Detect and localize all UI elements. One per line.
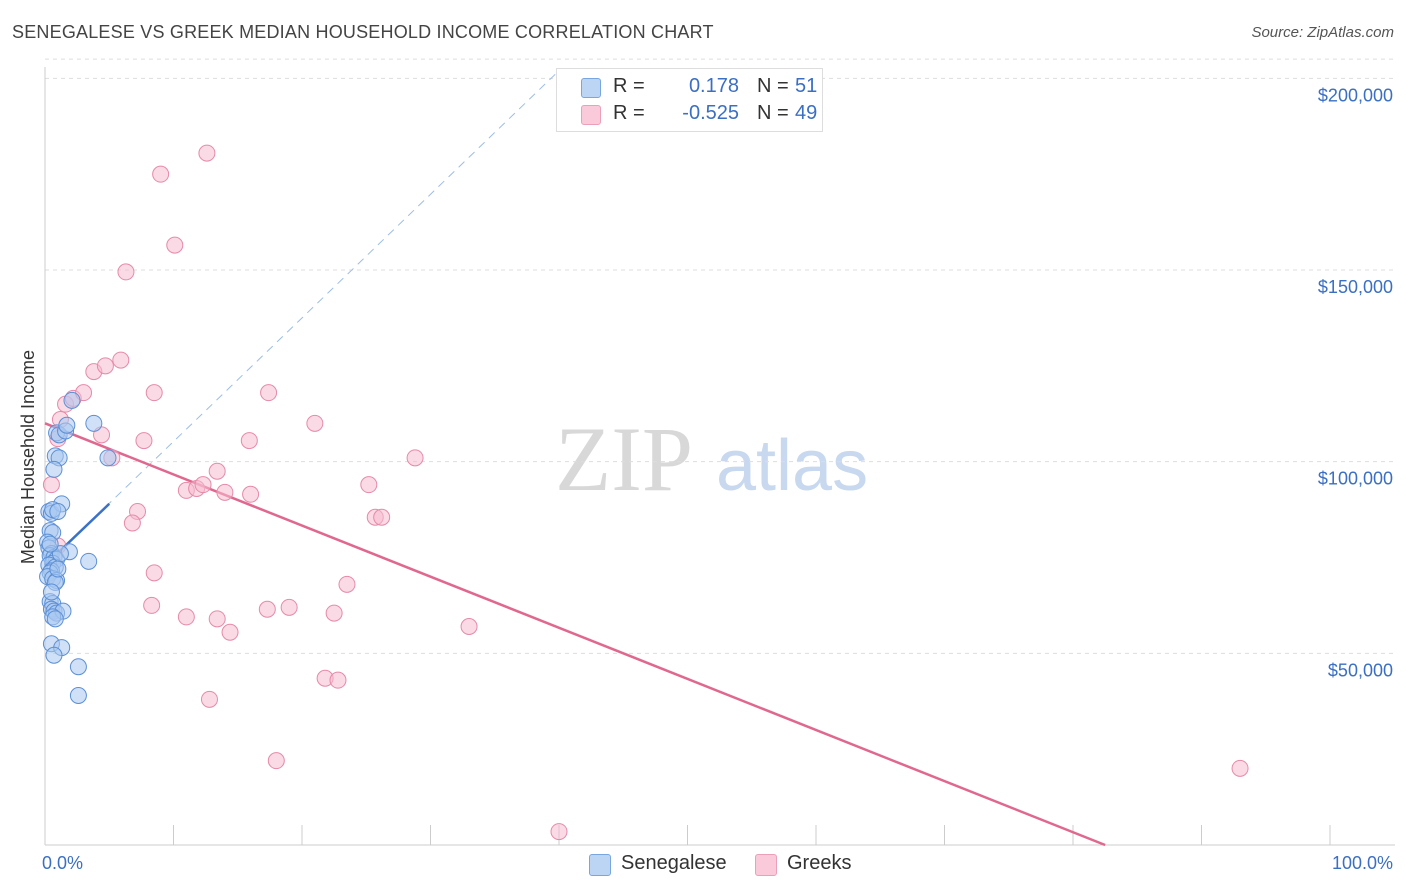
senegalese-point bbox=[45, 460, 63, 478]
greeks-swatch bbox=[755, 854, 777, 876]
legend-n-label: N = bbox=[757, 75, 789, 97]
greeks-point bbox=[221, 623, 239, 641]
axes bbox=[44, 67, 1395, 846]
greeks-point bbox=[258, 600, 276, 618]
greeks-point bbox=[145, 564, 163, 582]
senegalese-point bbox=[99, 449, 117, 467]
correlation-legend: R = 0.178 N = 51 R = -0.525 N = 49 bbox=[556, 68, 823, 132]
greeks-point bbox=[460, 618, 478, 635]
senegalese-point bbox=[69, 658, 87, 676]
greeks-point bbox=[325, 604, 343, 622]
senegalese-point bbox=[69, 687, 87, 704]
greeks-point bbox=[208, 462, 226, 480]
greeks-point bbox=[145, 384, 163, 402]
senegalese-swatch bbox=[589, 854, 611, 876]
greeks-point bbox=[306, 414, 324, 432]
y-tick-label: $150,000 bbox=[1318, 277, 1393, 297]
watermark-zip: ZIP bbox=[555, 408, 693, 510]
greeks-point bbox=[338, 575, 356, 593]
legend-label: Senegalese bbox=[621, 852, 727, 874]
greeks-point bbox=[143, 596, 161, 614]
greeks-point bbox=[166, 236, 184, 254]
legend-n-value: 49 bbox=[795, 102, 818, 124]
greeks-point bbox=[194, 476, 212, 494]
zipatlas-watermark: ZIP atlas bbox=[555, 408, 868, 510]
y-tick-label: $100,000 bbox=[1318, 469, 1393, 489]
x-tick-label: 0.0% bbox=[42, 853, 83, 873]
greeks-point bbox=[112, 351, 130, 369]
watermark-atlas: atlas bbox=[716, 426, 868, 506]
greeks-point bbox=[373, 508, 391, 526]
senegalese-point bbox=[49, 503, 67, 520]
greeks-point bbox=[216, 483, 234, 501]
greeks-point bbox=[329, 671, 347, 689]
senegalese-point bbox=[41, 535, 59, 553]
senegalese-point bbox=[85, 414, 103, 432]
senegalese-point bbox=[80, 552, 98, 570]
greeks-point bbox=[267, 752, 285, 770]
legend-n-value: 51 bbox=[795, 75, 818, 97]
series-legend: Senegalese Greeks bbox=[0, 852, 1406, 878]
legend-r-value: 0.178 bbox=[688, 75, 739, 97]
greeks-point bbox=[135, 432, 153, 450]
greeks-point bbox=[242, 485, 260, 503]
greeks-point bbox=[177, 608, 195, 626]
legend-n-label: N = bbox=[757, 102, 789, 124]
senegalese-point bbox=[45, 646, 63, 664]
legend-r-value: -0.525 bbox=[682, 102, 739, 124]
y-tick-label: $200,000 bbox=[1318, 85, 1393, 105]
greeks-point bbox=[200, 690, 218, 708]
greeks-point bbox=[406, 449, 424, 467]
senegalese-swatch bbox=[581, 78, 601, 98]
legend-label: Greeks bbox=[787, 852, 852, 874]
senegalese-trend-extension bbox=[44, 70, 560, 566]
greeks-point bbox=[260, 384, 278, 402]
greeks-swatch bbox=[581, 105, 601, 125]
greeks-point bbox=[96, 357, 114, 375]
greeks-point bbox=[280, 598, 298, 616]
greeks-point bbox=[240, 432, 258, 450]
greeks-point bbox=[117, 263, 135, 281]
senegalese-point bbox=[63, 391, 81, 409]
greeks-point bbox=[42, 476, 60, 494]
greeks-point bbox=[123, 514, 141, 532]
axis-labels: $50,000 $100,000 $150,000 $200,000 0.0% 100.0… bbox=[18, 85, 1393, 873]
x-tick-label: 100.0% bbox=[1332, 853, 1393, 873]
senegalese-point bbox=[42, 583, 60, 601]
y-axis-title: Median Household Income bbox=[18, 350, 38, 564]
greeks-point bbox=[152, 165, 170, 183]
greeks-point bbox=[360, 476, 378, 494]
senegalese-point bbox=[49, 560, 67, 578]
source-label: Source: ZipAtlas.com bbox=[1251, 24, 1394, 41]
senegalese-point bbox=[46, 610, 64, 628]
gridlines bbox=[45, 58, 1395, 654]
legend-r-label: R = bbox=[613, 75, 645, 97]
y-tick-label: $50,000 bbox=[1328, 660, 1393, 680]
greeks-point bbox=[208, 610, 226, 628]
legend-r-label: R = bbox=[613, 102, 645, 124]
senegalese-point bbox=[58, 416, 76, 434]
data-points bbox=[39, 144, 1249, 841]
greeks-point bbox=[1231, 759, 1249, 777]
greeks-point bbox=[198, 144, 216, 162]
greeks-point bbox=[550, 823, 568, 841]
chart-title: SENEGALESE VS GREEK MEDIAN HOUSEHOLD INC… bbox=[12, 22, 714, 42]
